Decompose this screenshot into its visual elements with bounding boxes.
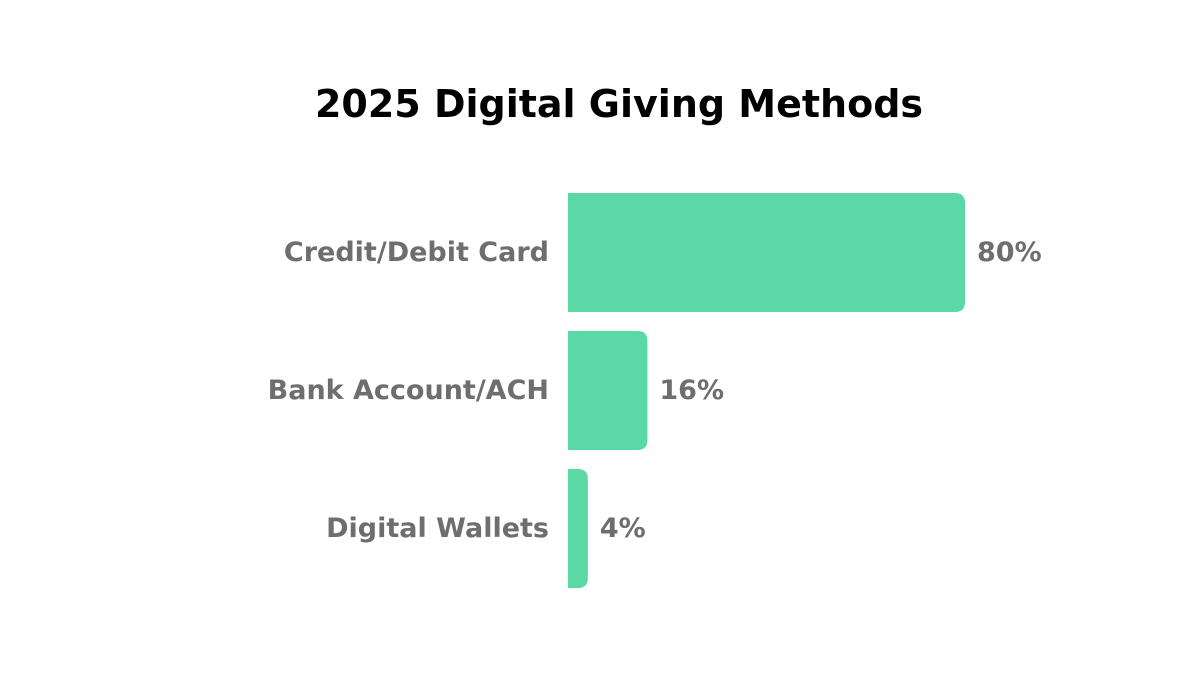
category-label-digital-wallets: Digital Wallets	[326, 513, 549, 544]
chart-title: 2025 Digital Giving Methods	[315, 82, 923, 126]
bars-group	[568, 193, 965, 588]
bar-credit-debit-card	[568, 193, 965, 312]
bar-digital-wallets	[568, 469, 588, 588]
category-label-credit-debit-card: Credit/Debit Card	[284, 237, 549, 268]
bar-bank-account-ach	[568, 331, 648, 450]
value-label-credit-debit-card: 80%	[977, 237, 1042, 268]
value-label-bank-account-ach: 16%	[659, 375, 724, 406]
value-labels: 80% 16% 4%	[600, 237, 1042, 544]
value-label-digital-wallets: 4%	[600, 513, 646, 544]
category-label-bank-account-ach: Bank Account/ACH	[268, 375, 549, 406]
category-labels: Credit/Debit Card Bank Account/ACH Digital…	[268, 237, 549, 544]
